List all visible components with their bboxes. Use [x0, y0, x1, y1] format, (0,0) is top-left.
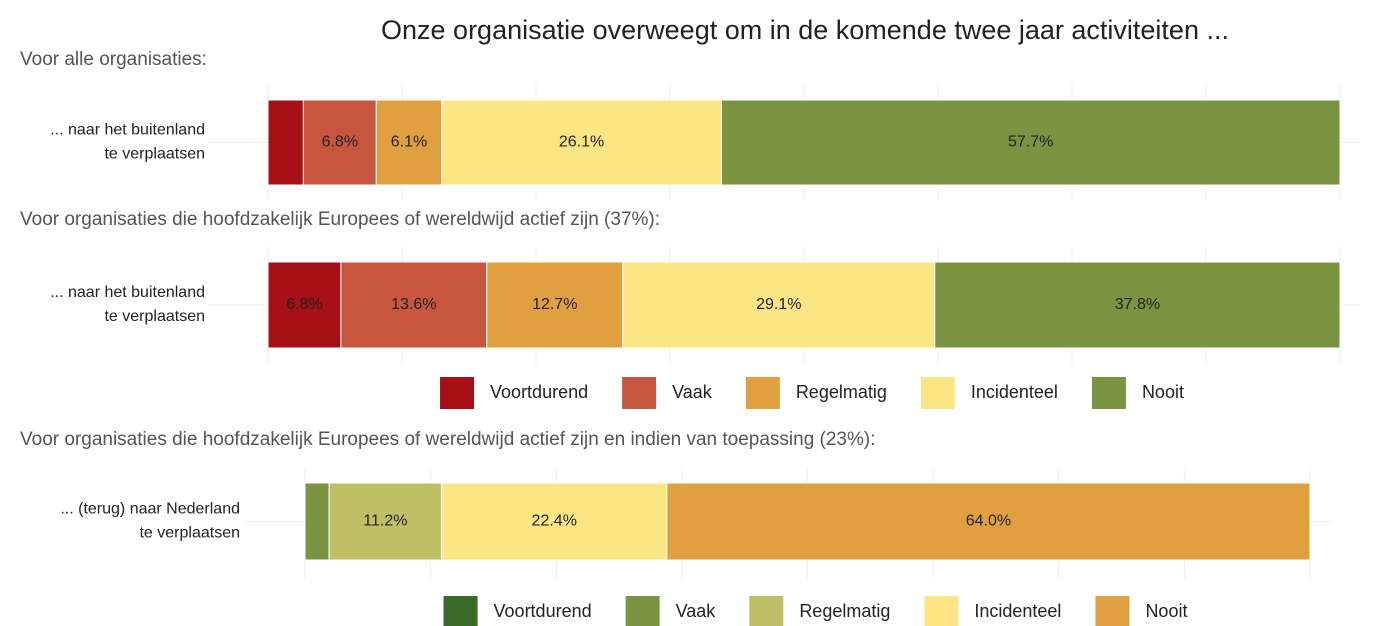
- value-label: 11.2%: [363, 513, 407, 530]
- panel-subtitle: Voor organisaties die hoofdzakelijk Euro…: [20, 209, 660, 230]
- value-label: 6.8%: [322, 134, 358, 151]
- bar-segment: [267, 99, 304, 186]
- value-label: 13.6%: [391, 296, 436, 313]
- value-label: 37.8%: [1115, 296, 1160, 313]
- legend-label: Vaak: [676, 601, 717, 621]
- legend-swatch: [920, 377, 955, 409]
- legend-swatch: [1095, 596, 1130, 626]
- value-label: 26.1%: [559, 134, 604, 151]
- bar-segment: [375, 99, 443, 186]
- value-label: 22.4%: [532, 513, 577, 530]
- bar-segment: [328, 482, 443, 561]
- legend-swatch: [443, 596, 478, 626]
- legend-label: Regelmatig: [799, 601, 890, 621]
- legend: Voortdurend Vaak Regelmatig Incidenteel Nooi…: [440, 377, 1184, 409]
- value-label: 64.0%: [966, 513, 1011, 530]
- legend-label: Nooit: [1145, 601, 1187, 621]
- legend-label: Voortdurend: [494, 601, 592, 621]
- legend-label: Incidenteel: [971, 382, 1058, 402]
- legend-swatch: [1091, 377, 1126, 409]
- category-label: ... (terug) naar Nederland te verplaatsen: [60, 501, 240, 542]
- value-label: 6.1%: [391, 134, 427, 151]
- chart-title: Onze organisatie overweegt om in de kome…: [381, 15, 1229, 45]
- legend-swatch: [749, 596, 784, 626]
- legend-label: Regelmatig: [796, 382, 887, 402]
- bar-segment: [340, 261, 488, 349]
- value-label: 6.8%: [286, 296, 322, 313]
- legend: Voortdurend Vaak Regelmatig Incidenteel Nooi…: [443, 596, 1187, 626]
- legend-label: Incidenteel: [974, 601, 1061, 621]
- bar-segment: [934, 261, 1341, 349]
- bar-segment: [720, 99, 1341, 186]
- legend-swatch: [745, 377, 780, 409]
- category-label: ... naar het buitenland te verplaatsen: [50, 284, 205, 325]
- value-label: 12.7%: [532, 296, 577, 313]
- panel-subtitle: Voor alle organisaties:: [20, 49, 207, 70]
- bar-segment: [441, 99, 722, 186]
- category-label: ... naar het buitenland te verplaatsen: [50, 122, 205, 163]
- bar-segment: [486, 261, 624, 349]
- panel-subtitle: Voor organisaties die hoofdzakelijk Euro…: [20, 429, 876, 450]
- legend-swatch: [440, 377, 475, 409]
- legend-label: Voortdurend: [490, 382, 588, 402]
- legend-swatch: [625, 596, 660, 626]
- value-label: 29.1%: [756, 296, 801, 313]
- legend-swatch: [622, 377, 657, 409]
- legend-swatch: [924, 596, 959, 626]
- bar-segment: [622, 261, 936, 349]
- bar-segment: [304, 482, 330, 561]
- legend-label: Nooit: [1142, 382, 1184, 402]
- bar-segment: [666, 482, 1311, 561]
- value-label: 57.7%: [1008, 134, 1053, 151]
- legend-label: Vaak: [672, 382, 713, 402]
